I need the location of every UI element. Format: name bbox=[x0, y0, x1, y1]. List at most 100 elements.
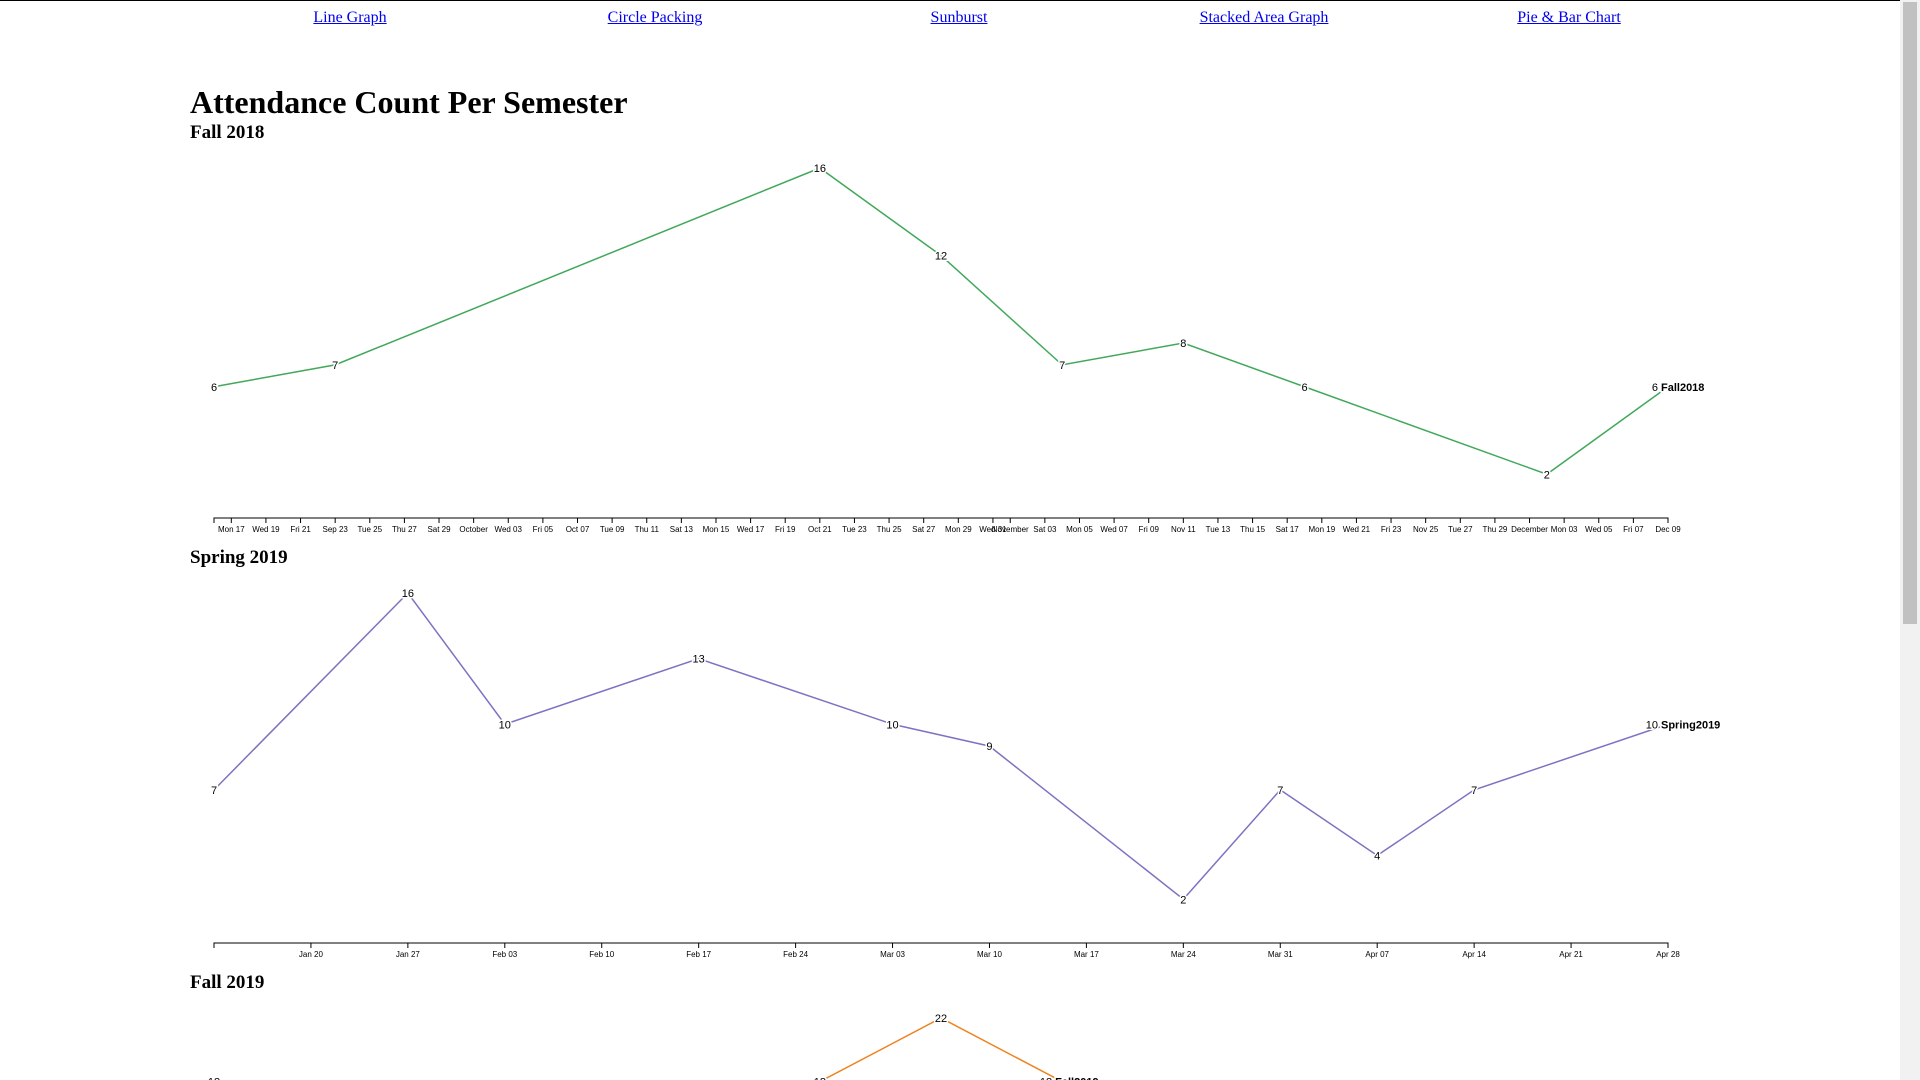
page-title: Attendance Count Per Semester bbox=[190, 84, 628, 120]
series-line bbox=[213, 591, 1669, 901]
x-tick-label: Wed 05 bbox=[1585, 525, 1613, 534]
x-tick-label: Wed 17 bbox=[737, 525, 765, 534]
x-tick-label: Mon 05 bbox=[1066, 525, 1093, 534]
x-tick-label: Fri 07 bbox=[1623, 525, 1644, 534]
x-tick-label: Feb 03 bbox=[492, 950, 517, 959]
nav-link[interactable]: Circle Packing bbox=[607, 9, 703, 26]
x-tick-label: Nov 25 bbox=[1413, 525, 1439, 534]
x-tick-label: Wed 31 bbox=[979, 525, 1007, 534]
chart-heading: Fall 2019 bbox=[190, 972, 264, 993]
x-tick-label: Fri 05 bbox=[533, 525, 554, 534]
x-tick-label: Jan 27 bbox=[396, 950, 421, 959]
x-tick-label: Sat 27 bbox=[912, 525, 936, 534]
x-tick-label: Feb 17 bbox=[686, 950, 711, 959]
x-tick-label: Apr 07 bbox=[1365, 950, 1389, 959]
x-tick-label: Tue 25 bbox=[357, 525, 382, 534]
x-axis bbox=[213, 942, 1669, 948]
value-label: 18 bbox=[208, 1077, 220, 1080]
x-tick-label: Thu 27 bbox=[392, 525, 417, 534]
chart-heading: Spring 2019 bbox=[190, 547, 288, 568]
x-tick-label: Fri 23 bbox=[1381, 525, 1402, 534]
value-label: 8 bbox=[1180, 338, 1186, 350]
value-label: 2 bbox=[1180, 894, 1186, 906]
x-tick-label: Jan 20 bbox=[299, 950, 324, 959]
value-label: 13 bbox=[693, 654, 705, 666]
x-tick-label: Thu 25 bbox=[877, 525, 902, 534]
x-tick-label: Wed 03 bbox=[495, 525, 523, 534]
series-name: Fall2018 bbox=[1661, 382, 1704, 394]
x-tick-label: Mar 31 bbox=[1268, 950, 1293, 959]
x-tick-label: Mon 15 bbox=[703, 525, 730, 534]
x-tick-label: Thu 11 bbox=[635, 525, 660, 534]
x-tick-label: Apr 14 bbox=[1462, 950, 1486, 959]
x-tick-label: Tue 09 bbox=[600, 525, 625, 534]
series-name: Spring2019 bbox=[1661, 719, 1720, 731]
value-label: 18 bbox=[814, 1077, 826, 1080]
value-label: 12 bbox=[935, 251, 947, 263]
x-tick-label: Dec 09 bbox=[1655, 525, 1681, 534]
x-tick-label: Tue 27 bbox=[1448, 525, 1473, 534]
value-label: 6 bbox=[1652, 382, 1658, 394]
value-label: 18 bbox=[1040, 1077, 1052, 1080]
x-tick-label: Sep 23 bbox=[322, 525, 348, 534]
x-tick-label: Oct 07 bbox=[566, 525, 590, 534]
x-tick-label: Mar 17 bbox=[1074, 950, 1099, 959]
x-tick-label: Fri 21 bbox=[290, 525, 311, 534]
series-line bbox=[213, 167, 1669, 476]
x-tick-label: Fri 19 bbox=[775, 525, 796, 534]
x-tick-label: October bbox=[459, 525, 488, 534]
x-tick-label: Mar 10 bbox=[977, 950, 1002, 959]
nav-link[interactable]: Pie & Bar Chart bbox=[1517, 9, 1621, 26]
x-tick-label: Mon 17 bbox=[218, 525, 245, 534]
value-label: 7 bbox=[1471, 785, 1477, 797]
value-label: 10 bbox=[1646, 719, 1658, 731]
x-tick-label: Mar 03 bbox=[880, 950, 905, 959]
x-tick-label: Sat 29 bbox=[427, 525, 451, 534]
value-label: 7 bbox=[332, 360, 338, 372]
scrollbar-thumb[interactable] bbox=[1903, 2, 1917, 624]
x-tick-label: November bbox=[992, 525, 1029, 534]
x-tick-label: Wed 07 bbox=[1100, 525, 1128, 534]
x-tick-label: Sat 17 bbox=[1276, 525, 1300, 534]
x-tick-label: Mon 29 bbox=[945, 525, 972, 534]
nav-link[interactable]: Line Graph bbox=[313, 9, 387, 26]
x-tick-label: Wed 21 bbox=[1343, 525, 1371, 534]
top-border bbox=[0, 0, 1900, 1]
value-label: 10 bbox=[499, 719, 511, 731]
value-label: 22 bbox=[935, 1013, 947, 1025]
x-tick-label: Mar 24 bbox=[1171, 950, 1196, 959]
x-tick-label: Nov 11 bbox=[1171, 525, 1196, 534]
chart-heading: Fall 2018 bbox=[190, 122, 264, 143]
value-label: 10 bbox=[886, 719, 898, 731]
value-label: 9 bbox=[986, 741, 992, 753]
nav-link[interactable]: Sunburst bbox=[930, 9, 988, 26]
x-tick-label: Sat 03 bbox=[1033, 525, 1057, 534]
x-tick-label: Mon 19 bbox=[1308, 525, 1335, 534]
value-label: 6 bbox=[1301, 382, 1307, 394]
value-label: 7 bbox=[211, 785, 217, 797]
x-tick-label: Fri 09 bbox=[1138, 525, 1159, 534]
value-label: 4 bbox=[1374, 851, 1380, 863]
value-label: 16 bbox=[402, 588, 414, 600]
x-tick-label: Oct 21 bbox=[808, 525, 832, 534]
x-tick-label: December bbox=[1511, 525, 1548, 534]
x-tick-label: Thu 29 bbox=[1482, 525, 1507, 534]
x-tick-label: Thu 15 bbox=[1240, 525, 1265, 534]
x-tick-label: Feb 10 bbox=[589, 950, 614, 959]
value-label: 7 bbox=[1059, 360, 1065, 372]
x-tick-label: Tue 13 bbox=[1206, 525, 1231, 534]
x-tick-label: Tue 23 bbox=[842, 525, 867, 534]
x-tick-label: Sat 13 bbox=[670, 525, 694, 534]
value-label: 2 bbox=[1544, 469, 1550, 481]
x-tick-label: Mon 03 bbox=[1551, 525, 1578, 534]
nav-link[interactable]: Stacked Area Graph bbox=[1199, 9, 1329, 26]
x-tick-label: Wed 19 bbox=[252, 525, 280, 534]
x-tick-label: Apr 28 bbox=[1656, 950, 1680, 959]
x-tick-label: Feb 24 bbox=[783, 950, 808, 959]
series-line bbox=[821, 1017, 1061, 1080]
value-label: 7 bbox=[1277, 785, 1283, 797]
x-axis bbox=[213, 517, 1669, 523]
